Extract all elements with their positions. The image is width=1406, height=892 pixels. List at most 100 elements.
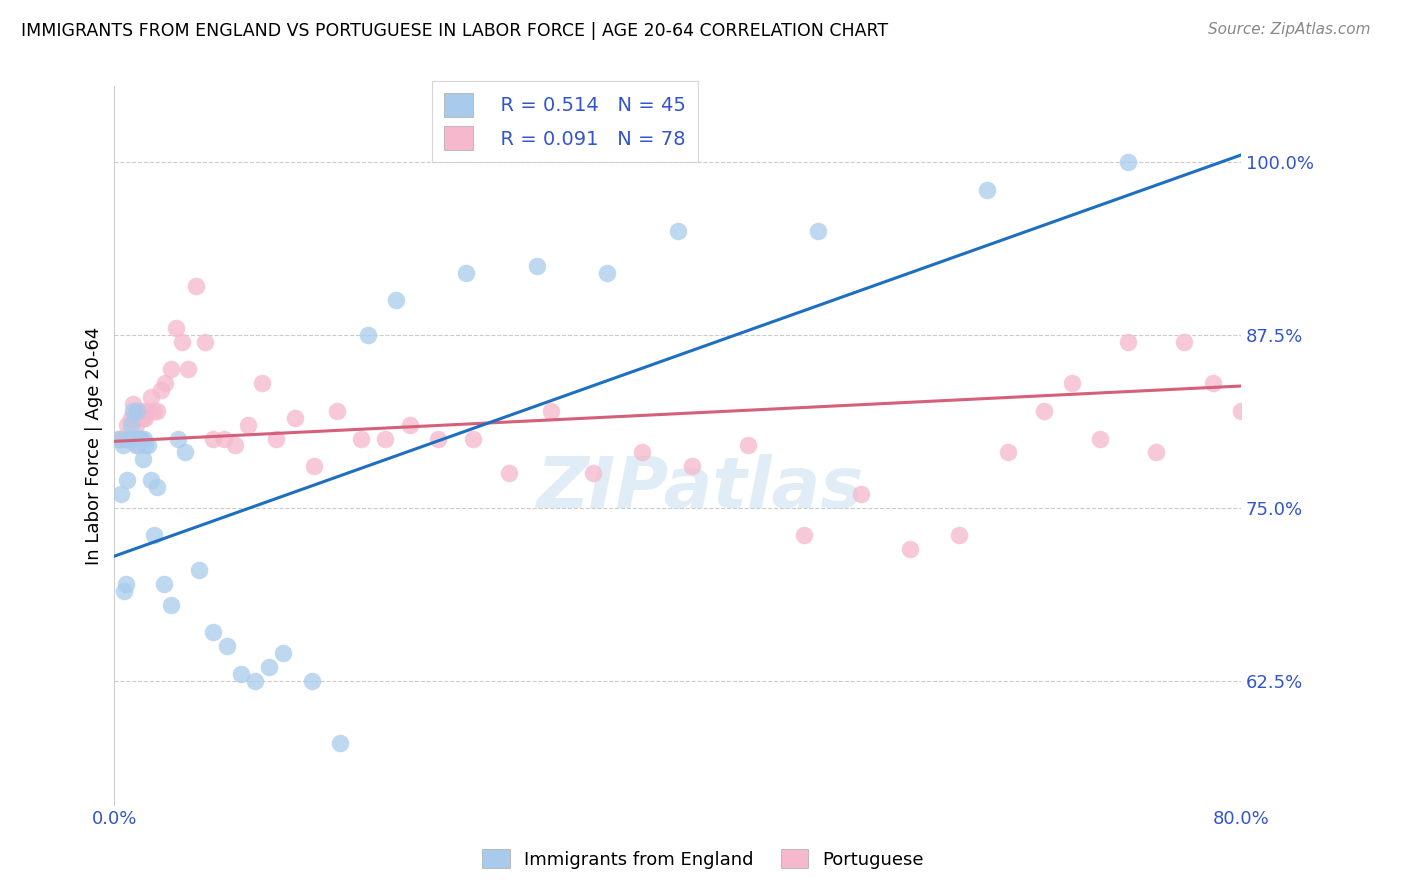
Point xyxy=(112,583,135,598)
Point xyxy=(117,432,139,446)
Point xyxy=(427,432,450,446)
Point xyxy=(350,432,373,446)
Point xyxy=(326,404,349,418)
Point xyxy=(136,438,159,452)
Point xyxy=(456,266,478,280)
Point xyxy=(122,410,145,425)
Point xyxy=(142,528,165,542)
Point xyxy=(187,563,209,577)
Point xyxy=(131,410,153,425)
Point xyxy=(304,459,326,474)
Point xyxy=(582,466,605,480)
Text: Source: ZipAtlas.com: Source: ZipAtlas.com xyxy=(1208,22,1371,37)
Point xyxy=(273,646,295,660)
Point xyxy=(118,432,141,446)
Point xyxy=(357,327,380,342)
Point xyxy=(120,410,142,425)
Point xyxy=(124,417,146,432)
Point xyxy=(132,432,155,446)
Point xyxy=(1116,334,1139,349)
Point xyxy=(201,625,224,640)
Point xyxy=(129,432,152,446)
Point xyxy=(110,432,132,446)
Point xyxy=(134,438,156,452)
Point xyxy=(997,445,1019,459)
Point xyxy=(145,480,167,494)
Point xyxy=(976,183,998,197)
Point xyxy=(149,383,172,397)
Point xyxy=(170,334,193,349)
Point xyxy=(498,466,520,480)
Point xyxy=(681,459,703,474)
Point xyxy=(807,224,830,238)
Point xyxy=(132,404,155,418)
Y-axis label: In Labor Force | Age 20-64: In Labor Force | Age 20-64 xyxy=(86,326,103,565)
Point xyxy=(193,334,215,349)
Point xyxy=(898,542,921,557)
Point xyxy=(212,432,235,446)
Point xyxy=(526,259,548,273)
Point xyxy=(1201,376,1223,391)
Point xyxy=(215,639,238,653)
Point xyxy=(245,673,267,688)
Point xyxy=(184,279,207,293)
Point xyxy=(737,438,759,452)
Point xyxy=(134,410,156,425)
Point xyxy=(301,673,323,688)
Point xyxy=(631,445,654,459)
Legend: Immigrants from England, Portuguese: Immigrants from England, Portuguese xyxy=(475,842,931,876)
Point xyxy=(159,598,181,612)
Point xyxy=(173,445,195,459)
Point xyxy=(145,404,167,418)
Point xyxy=(128,432,150,446)
Point xyxy=(259,660,281,674)
Point xyxy=(129,410,152,425)
Point xyxy=(374,432,396,446)
Point xyxy=(128,432,150,446)
Point xyxy=(1230,404,1253,418)
Point xyxy=(266,432,288,446)
Point xyxy=(125,404,148,418)
Point xyxy=(121,397,143,411)
Point xyxy=(107,432,129,446)
Point xyxy=(110,487,132,501)
Point xyxy=(666,224,689,238)
Point xyxy=(114,576,136,591)
Point xyxy=(1144,445,1167,459)
Point xyxy=(114,432,136,446)
Point xyxy=(1173,334,1195,349)
Point xyxy=(166,432,188,446)
Point xyxy=(127,432,149,446)
Point xyxy=(238,417,260,432)
Point xyxy=(231,666,253,681)
Point xyxy=(201,432,224,446)
Point xyxy=(136,404,159,418)
Point xyxy=(385,293,408,308)
Point xyxy=(1032,404,1054,418)
Point xyxy=(284,410,307,425)
Point xyxy=(125,404,148,418)
Point xyxy=(120,417,142,432)
Point xyxy=(1060,376,1083,391)
Text: ZIPatlas: ZIPatlas xyxy=(537,454,863,523)
Point xyxy=(117,432,139,446)
Point xyxy=(1088,432,1111,446)
Point xyxy=(1116,155,1139,169)
Point xyxy=(115,473,138,487)
Point xyxy=(115,417,138,432)
Point xyxy=(176,362,198,376)
Point xyxy=(165,321,187,335)
Point xyxy=(948,528,970,542)
Point xyxy=(122,432,145,446)
Point xyxy=(540,404,562,418)
Point xyxy=(118,432,141,446)
Point xyxy=(224,438,246,452)
Point xyxy=(139,473,162,487)
Point xyxy=(793,528,815,542)
Point xyxy=(153,376,176,391)
Point xyxy=(139,390,162,404)
Point xyxy=(142,404,165,418)
Point xyxy=(111,438,134,452)
Point xyxy=(1399,404,1406,418)
Point xyxy=(131,452,153,467)
